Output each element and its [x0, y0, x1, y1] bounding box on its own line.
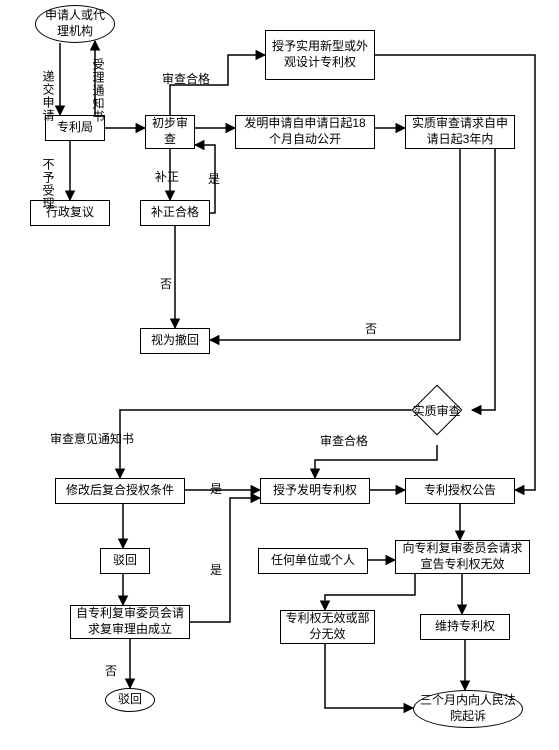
l_opinion: 审查意见通知书 — [50, 430, 134, 447]
n_reject1: 驳回 — [100, 548, 150, 574]
n_announce-label: 专利授权公告 — [424, 483, 496, 499]
n_withdraw-label: 视为撤回 — [151, 333, 199, 349]
l_no3: 否 — [105, 662, 117, 679]
n_reject2-label: 驳回 — [118, 692, 142, 708]
n_withdraw: 视为撤回 — [140, 328, 210, 354]
n_sue: 三个月内向人民法院起诉 — [413, 690, 523, 728]
n_mod_cond: 修改后复合授权条件 — [55, 478, 185, 504]
n_grant_um: 授予实用新型或外观设计专利权 — [265, 30, 375, 80]
l_correct: 补正 — [155, 168, 179, 185]
n_subst_req: 实质审查请求自申请日起3年内 — [405, 115, 515, 149]
n_applicant-label: 申请人或代理机构 — [40, 8, 110, 39]
n_subst_exam-label: 实质审查 — [413, 402, 461, 419]
l_submit: 递交申请 — [40, 70, 57, 122]
n_reject2: 驳回 — [105, 688, 155, 712]
n_req_reexam-label: 自专利复审委员会请求复审理由成立 — [75, 606, 185, 637]
n_req_invalid-label: 向专利复审委员会请求宣告专利权无效 — [400, 541, 525, 572]
l_notice-text: 受理通知书 — [91, 58, 105, 123]
n_partial_inv-label: 专利权无效或部分无效 — [285, 611, 370, 642]
l_yes2: 是 — [210, 480, 222, 497]
n_grant_inv-label: 授予发明专利权 — [273, 483, 357, 499]
n_grant_um-label: 授予实用新型或外观设计专利权 — [270, 39, 370, 70]
n_correct_ok-label: 补正合格 — [151, 205, 199, 221]
n_anyone-label: 任何单位或个人 — [271, 553, 355, 569]
n_prelim: 初步审查 — [145, 115, 195, 149]
n_publish18-label: 发明申请自申请日起18个月自动公开 — [240, 116, 370, 147]
n_subst_req-label: 实质审查请求自申请日起3年内 — [410, 116, 510, 147]
l_correct-text: 补正 — [155, 170, 179, 184]
edge-n_partial_inv-n_sue — [325, 644, 413, 708]
edge-n_subst_exam-n_grant_inv — [315, 445, 437, 478]
l_notice: 受理通知书 — [90, 58, 107, 123]
l_no1-text: 否 — [160, 277, 172, 291]
n_maintain: 维持专利权 — [420, 614, 510, 640]
l_yes3: 是 — [210, 561, 222, 578]
n_publish18: 发明申请自申请日起18个月自动公开 — [235, 115, 375, 149]
l_exam_ok1-text: 审查合格 — [162, 72, 210, 86]
l_exam_ok2: 审查合格 — [320, 432, 368, 449]
l_noaccept: 不予受理 — [40, 158, 57, 210]
n_mod_cond-label: 修改后复合授权条件 — [66, 483, 174, 499]
n_maintain-label: 维持专利权 — [435, 619, 495, 635]
l_no1: 否 — [160, 275, 172, 292]
l_opinion-text: 审查意见通知书 — [50, 432, 134, 446]
n_patent_office-label: 专利局 — [57, 120, 93, 136]
l_yes2-text: 是 — [210, 482, 222, 496]
n_grant_inv: 授予发明专利权 — [260, 478, 370, 504]
n_applicant: 申请人或代理机构 — [35, 5, 115, 43]
n_sue-label: 三个月内向人民法院起诉 — [418, 693, 518, 724]
l_no3-text: 否 — [105, 664, 117, 678]
l_no2-text: 否 — [365, 322, 377, 336]
l_submit-text: 递交申请 — [41, 70, 55, 122]
n_prelim-label: 初步审查 — [150, 116, 190, 147]
edge-n_subst_req-n_withdraw — [210, 149, 460, 340]
edge-n_req_invalid-n_partial_inv — [325, 574, 415, 610]
n_reject1-label: 驳回 — [113, 553, 137, 569]
edge-n_req_reexam-n_grant_inv — [190, 498, 260, 622]
n_req_invalid: 向专利复审委员会请求宣告专利权无效 — [395, 540, 530, 574]
l_yes1: 是 — [208, 170, 220, 187]
edge-n_subst_req-n_subst_exam — [472, 149, 495, 410]
n_anyone: 任何单位或个人 — [258, 548, 368, 574]
n_req_reexam: 自专利复审委员会请求复审理由成立 — [70, 605, 190, 639]
edge-n_subst_exam-n_mod_cond — [120, 410, 412, 478]
l_noaccept-text: 不予受理 — [41, 158, 55, 210]
l_yes1-text: 是 — [208, 172, 220, 186]
l_yes3-text: 是 — [210, 563, 222, 577]
l_no2: 否 — [365, 320, 377, 337]
n_correct_ok: 补正合格 — [140, 200, 210, 226]
n_announce: 专利授权公告 — [405, 478, 515, 504]
n_subst_exam: 实质审查 — [412, 385, 463, 436]
n_partial_inv: 专利权无效或部分无效 — [280, 610, 375, 644]
l_exam_ok1: 审查合格 — [162, 70, 210, 87]
l_exam_ok2-text: 审查合格 — [320, 434, 368, 448]
